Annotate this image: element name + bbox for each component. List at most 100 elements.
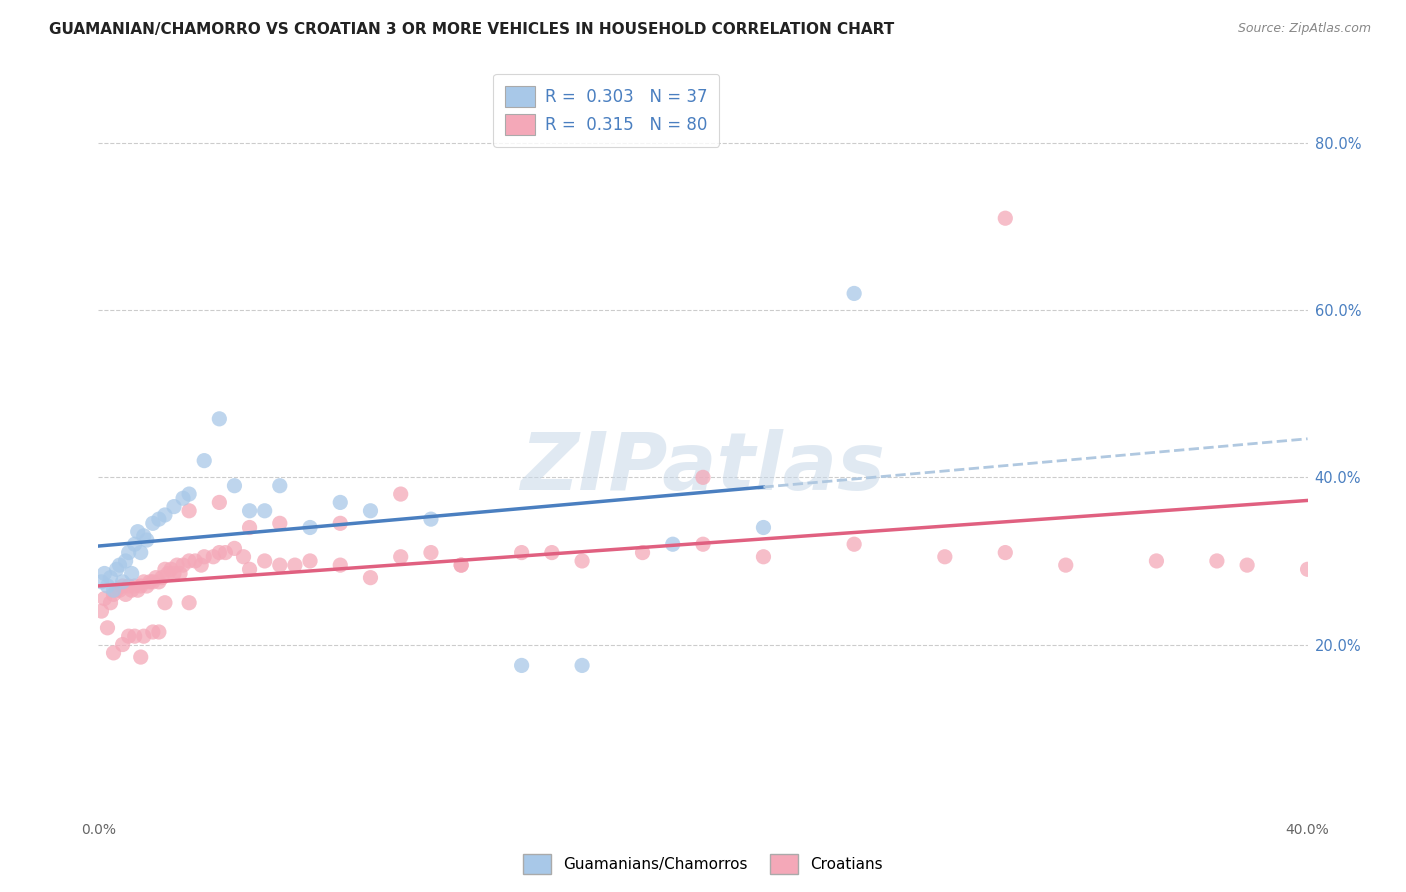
Point	[114, 587, 136, 601]
Point	[179, 554, 201, 568]
Point	[1236, 558, 1258, 573]
Point	[163, 500, 186, 514]
Point	[124, 579, 146, 593]
Point	[108, 583, 131, 598]
Point	[103, 587, 125, 601]
Point	[132, 574, 155, 589]
Point	[163, 566, 186, 581]
Point	[124, 629, 146, 643]
Point	[100, 596, 122, 610]
Point	[208, 412, 231, 426]
Point	[239, 504, 262, 518]
Point	[284, 558, 307, 573]
Point	[108, 558, 131, 573]
Point	[389, 487, 412, 501]
Point	[121, 583, 143, 598]
Point	[631, 545, 654, 559]
Point	[142, 625, 165, 640]
Point	[214, 545, 236, 559]
Point	[299, 520, 322, 534]
Point	[1296, 562, 1319, 576]
Point	[172, 491, 194, 506]
Point	[135, 533, 157, 547]
Point	[692, 470, 714, 484]
Point	[420, 545, 443, 559]
Point	[269, 516, 291, 531]
Point	[172, 558, 194, 573]
Point	[224, 541, 246, 556]
Point	[360, 504, 382, 518]
Point	[193, 453, 215, 467]
Point	[232, 549, 254, 564]
Point	[160, 562, 183, 576]
Point	[1206, 554, 1229, 568]
Point	[129, 545, 152, 559]
Point	[90, 574, 112, 589]
Point	[142, 516, 165, 531]
Point	[127, 524, 149, 539]
Point	[111, 579, 134, 593]
Point	[190, 558, 212, 573]
Point	[184, 554, 207, 568]
Point	[329, 495, 352, 509]
Point	[111, 574, 134, 589]
Point	[118, 629, 141, 643]
Point	[202, 549, 225, 564]
Point	[118, 579, 141, 593]
Point	[145, 571, 167, 585]
Point	[127, 583, 149, 598]
Point	[124, 537, 146, 551]
Point	[450, 558, 472, 573]
Point	[114, 554, 136, 568]
Point	[844, 537, 866, 551]
Point	[510, 545, 533, 559]
Point	[169, 566, 191, 581]
Point	[96, 579, 118, 593]
Point	[239, 520, 262, 534]
Point	[100, 571, 122, 585]
Point	[132, 529, 155, 543]
Point	[360, 571, 382, 585]
Point	[1144, 554, 1167, 568]
Point	[90, 604, 112, 618]
Point	[420, 512, 443, 526]
Point	[752, 549, 775, 564]
Point	[129, 579, 152, 593]
Point	[179, 596, 201, 610]
Point	[153, 596, 176, 610]
Legend: Guamanians/Chamorros, Croatians: Guamanians/Chamorros, Croatians	[517, 848, 889, 880]
Point	[299, 554, 322, 568]
Point	[156, 566, 179, 581]
Point	[208, 545, 231, 559]
Point	[994, 211, 1017, 226]
Point	[253, 554, 276, 568]
Point	[150, 571, 173, 585]
Point	[329, 558, 352, 573]
Text: Source: ZipAtlas.com: Source: ZipAtlas.com	[1237, 22, 1371, 36]
Point	[329, 516, 352, 531]
Point	[132, 629, 155, 643]
Point	[540, 545, 562, 559]
Legend: R =  0.303   N = 37, R =  0.315   N = 80: R = 0.303 N = 37, R = 0.315 N = 80	[494, 74, 720, 147]
Point	[844, 286, 866, 301]
Point	[103, 646, 125, 660]
Point	[269, 558, 291, 573]
Point	[224, 479, 246, 493]
Point	[129, 650, 152, 665]
Point	[934, 549, 956, 564]
Point	[103, 583, 125, 598]
Point	[253, 504, 276, 518]
Point	[93, 591, 115, 606]
Point	[450, 558, 472, 573]
Point	[139, 574, 162, 589]
Point	[571, 554, 593, 568]
Point	[208, 495, 231, 509]
Point	[389, 549, 412, 564]
Point	[93, 566, 115, 581]
Point	[148, 574, 170, 589]
Text: GUAMANIAN/CHAMORRO VS CROATIAN 3 OR MORE VEHICLES IN HOUSEHOLD CORRELATION CHART: GUAMANIAN/CHAMORRO VS CROATIAN 3 OR MORE…	[49, 22, 894, 37]
Point	[571, 658, 593, 673]
Point	[121, 566, 143, 581]
Point	[142, 574, 165, 589]
Point	[510, 658, 533, 673]
